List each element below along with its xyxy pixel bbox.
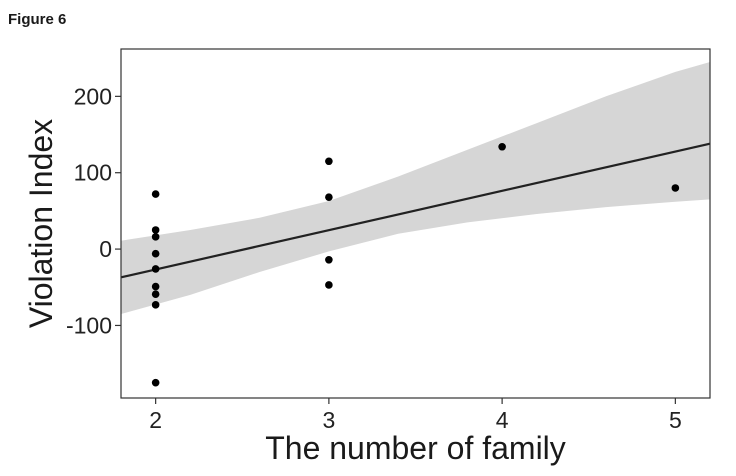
data-point <box>325 193 333 201</box>
y-axis-ticks: 200 100 0 -100 <box>66 83 121 338</box>
confidence-band-layer <box>121 62 710 314</box>
data-point <box>151 226 160 234</box>
plot-frame <box>120 48 711 399</box>
y-axis-title: Violation Index <box>23 119 59 328</box>
confidence-band <box>121 62 710 314</box>
points-layer <box>151 142 680 387</box>
fit-line-layer <box>120 142 711 279</box>
x-tick-label: 3 <box>322 407 335 433</box>
data-point <box>325 255 333 264</box>
data-point <box>151 301 160 309</box>
data-point <box>151 233 160 241</box>
x-tick-label: 4 <box>496 407 509 433</box>
data-point <box>151 249 160 258</box>
data-point <box>498 142 506 151</box>
data-point <box>325 281 333 289</box>
data-point <box>325 157 333 166</box>
data-point <box>151 265 160 273</box>
y-tick-label: 200 <box>74 83 112 109</box>
x-tick-label: 5 <box>669 407 682 433</box>
data-point <box>671 184 680 192</box>
data-point <box>151 282 160 291</box>
data-point <box>151 290 160 298</box>
data-point <box>151 378 160 387</box>
x-axis-ticks: 2 3 4 5 <box>149 398 682 433</box>
y-tick-label: -100 <box>66 312 112 338</box>
figure-label: Figure 6 <box>8 11 67 28</box>
data-point <box>151 190 160 198</box>
x-tick-label: 2 <box>149 407 162 433</box>
x-axis-title: The number of family <box>265 430 566 466</box>
y-tick-label: 100 <box>74 160 112 186</box>
y-tick-label: 0 <box>99 236 112 262</box>
regression-line <box>120 142 711 279</box>
